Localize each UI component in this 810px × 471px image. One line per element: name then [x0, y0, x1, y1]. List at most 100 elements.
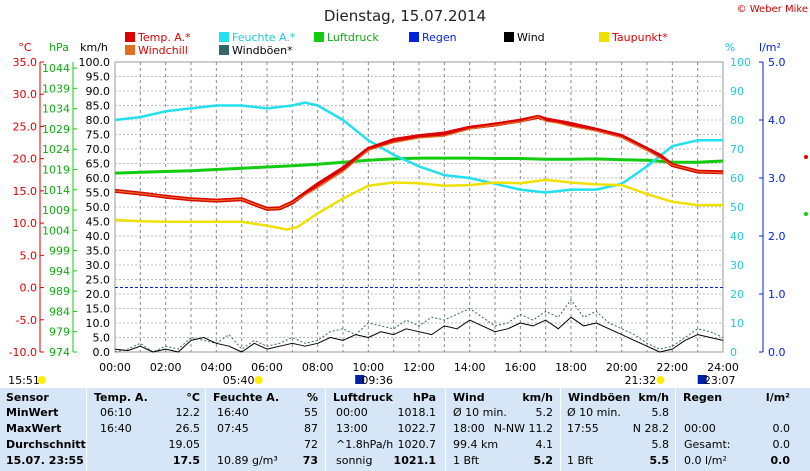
- tick-label-kmh: 85.0: [86, 100, 111, 113]
- table-header: Luftdruck: [333, 391, 393, 404]
- tick-label-hpa: 1024: [42, 143, 70, 156]
- unit-kmh: km/h: [80, 41, 108, 54]
- table-cell: 17:55: [567, 422, 599, 435]
- table-separator: [325, 388, 326, 471]
- tick-label-x: 14:00: [454, 361, 486, 374]
- tick-label-x: 12:00: [403, 361, 435, 374]
- summary-table: Sensor Temp. A. °C Feuchte A.% Luftdruck hPa W…: [0, 388, 810, 471]
- tick-label-x: 16:00: [504, 361, 536, 374]
- table-header: Wind: [453, 391, 485, 404]
- legend-label: Taupunkt*: [611, 31, 668, 44]
- legend-label: Feuchte A.*: [232, 31, 296, 44]
- tick-label-temp: 30.0: [13, 88, 38, 101]
- tick-label-kmh: 30.0: [86, 259, 111, 272]
- legend-swatch: [599, 32, 609, 42]
- table-value: 0.0: [772, 422, 791, 435]
- tick-label-kmh: 35.0: [86, 245, 111, 258]
- weather-chart: Dienstag, 15.07.2014 © Weber Mike Temp. A.…: [8, 4, 808, 387]
- legend-swatch: [219, 45, 229, 55]
- tick-label-kmh: 65.0: [86, 158, 111, 171]
- table-row-label: Durchschnitt: [6, 438, 86, 451]
- table-cell: Ø 10 min.: [567, 406, 621, 419]
- marker-icon: [254, 376, 263, 384]
- table-value: N-NW 11.2: [493, 422, 553, 435]
- table-cell: sonnig: [336, 454, 373, 467]
- tick-label-pct: 40: [730, 230, 744, 243]
- table-value: 26.5: [175, 422, 201, 435]
- table-value: 5.8: [651, 406, 670, 419]
- marker-time: 23:07: [704, 374, 736, 387]
- tick-label-pct: 60: [730, 172, 744, 185]
- table-value: 5.8: [651, 438, 670, 451]
- table-cell: 10.89 g/m³: [217, 454, 278, 467]
- tick-label-hpa: 1044: [42, 62, 70, 75]
- table-separator: [86, 388, 87, 471]
- tick-label-kmh: 15.0: [86, 303, 111, 316]
- tick-label-temp: 20.0: [13, 153, 38, 166]
- tick-label-x: 10:00: [352, 361, 384, 374]
- table-value: 19.05: [168, 438, 201, 451]
- tick-label-pct: 20: [730, 288, 744, 301]
- tick-label-x: 04:00: [200, 361, 232, 374]
- tick-label-pct: 100: [730, 56, 751, 69]
- tick-label-temp: 25.0: [13, 120, 38, 133]
- marker-icon: [697, 375, 707, 384]
- tick-label-hpa: 979: [49, 326, 70, 339]
- tick-label-rain: 5.0: [768, 56, 786, 69]
- tick-label-kmh: 50.0: [86, 201, 111, 214]
- legend-label: Luftdruck: [327, 31, 379, 44]
- tick-label-hpa: 1009: [42, 204, 70, 217]
- table-header: km/h: [638, 391, 669, 404]
- table-cell: Ø 10 min.: [453, 406, 507, 419]
- table-header: Feuchte A.: [213, 391, 280, 404]
- table-value: N 28.2: [632, 422, 669, 435]
- table-value: 87: [304, 422, 318, 435]
- table-value: 4.1: [535, 438, 554, 451]
- tick-label-rain: 0.0: [768, 346, 786, 359]
- table-value: 1021.1: [393, 454, 436, 467]
- tick-label-hpa: 1014: [42, 184, 70, 197]
- tick-label-kmh: 60.0: [86, 172, 111, 185]
- table-cell: ^1.8hPa/h: [336, 438, 394, 451]
- legend-label: Regen: [422, 31, 457, 44]
- unit-temp: °C: [18, 41, 32, 54]
- table-header: Sensor: [6, 391, 49, 404]
- tick-label-hpa: 989: [49, 285, 70, 298]
- table-header: Windböen: [568, 391, 631, 404]
- tick-label-temp: 5.0: [20, 249, 38, 262]
- table-cell: 13:00: [336, 422, 368, 435]
- table-row-label: MinWert: [6, 406, 59, 419]
- tick-label-kmh: 20.0: [86, 288, 111, 301]
- table-value: 12.2: [175, 406, 201, 419]
- table-value: 5.2: [535, 406, 554, 419]
- tick-label-x: 20:00: [606, 361, 638, 374]
- table-value: 1020.7: [397, 438, 437, 451]
- legend-swatch: [219, 32, 229, 42]
- table-header: °C: [186, 391, 200, 404]
- tick-label-x: 22:00: [656, 361, 688, 374]
- series-line: [114, 316, 724, 353]
- tick-label-kmh: 10.0: [86, 317, 111, 330]
- series-line: [114, 156, 724, 175]
- table-row-label: MaxWert: [6, 422, 62, 435]
- tick-label-kmh: 45.0: [86, 216, 111, 229]
- table-cell: 99.4 km: [453, 438, 499, 451]
- tick-label-kmh: 25.0: [86, 274, 111, 287]
- tick-label-x: 02:00: [150, 361, 182, 374]
- tick-label-pct: 50: [730, 201, 744, 214]
- marker-icon: [656, 376, 665, 384]
- table-value: 5.2: [533, 454, 554, 467]
- legend-swatch: [314, 32, 324, 42]
- tick-label-hpa: 1039: [42, 82, 70, 95]
- table-header: Regen: [683, 391, 723, 404]
- tick-label-rain: 4.0: [768, 114, 786, 127]
- tick-label-hpa: 1004: [42, 224, 70, 237]
- copyright: © Weber Mike: [737, 4, 808, 15]
- table-value: 0.0: [772, 438, 791, 451]
- tick-label-pct: 10: [730, 317, 744, 330]
- edge-dot: [804, 155, 808, 159]
- tick-label-x: 18:00: [555, 361, 587, 374]
- tick-label-temp: 0.0: [20, 282, 38, 295]
- table-header: hPa: [412, 391, 436, 404]
- table-value: 55: [304, 406, 318, 419]
